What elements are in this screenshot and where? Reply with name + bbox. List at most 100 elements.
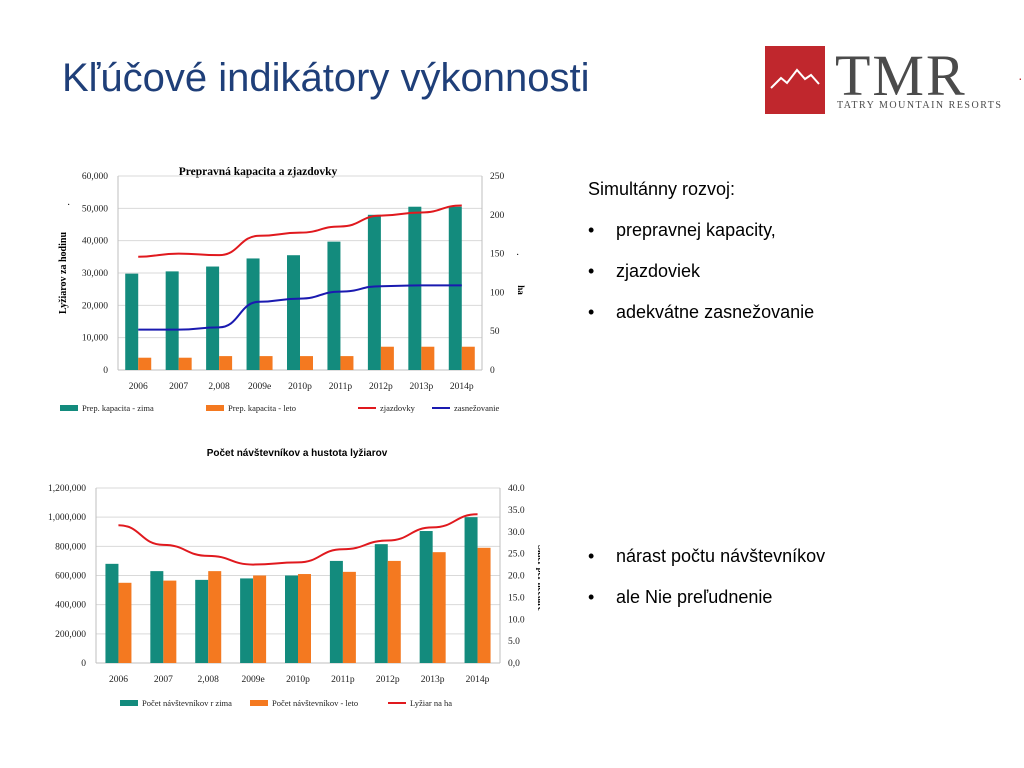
bullet-item: • ale Nie preľudnenie — [588, 587, 773, 607]
y2-tick-label: 0,0 — [508, 659, 520, 669]
y2-tick-label: 35.0 — [508, 506, 525, 516]
y2-axis-label: Skier per hectare — [536, 545, 540, 611]
bullet-list-bottom: • nárast počtu návštevníkov • ale Nie preľ… — [588, 545, 825, 627]
y-axis-label: Lyžiarov za hodinu — [58, 232, 69, 314]
y2-tick-label: 40.0 — [508, 484, 525, 494]
bullet-dot-icon: • — [588, 546, 595, 566]
bar-summer — [387, 560, 401, 663]
bullet-dot-icon: • — [588, 302, 595, 322]
slide-title: Kľúčové indikátory výkonnosti — [62, 56, 590, 100]
bar-summer — [432, 552, 446, 663]
x-tick-label: 2012p — [369, 382, 393, 392]
y-tick-label: 0 — [81, 659, 86, 669]
bar-summer — [342, 571, 356, 663]
y-tick-label: 600,000 — [55, 572, 86, 582]
y2-tick-label: 5.0 — [508, 637, 520, 647]
y2-tick-label: 0 — [490, 366, 495, 376]
y-tick-label: 1,200,000 — [48, 484, 86, 494]
series-line — [138, 204, 462, 258]
bar-winter — [105, 563, 119, 663]
bar-summer — [340, 356, 354, 370]
bullet-item: • nárast počtu návštevníkov — [588, 546, 826, 566]
x-tick-label: 2007 — [154, 675, 173, 685]
bullet-dot-icon: • — [588, 220, 595, 240]
series-line — [118, 513, 478, 566]
bar-summer — [300, 356, 313, 370]
x-tick-label: 2014p — [450, 382, 474, 392]
bar-summer — [219, 356, 233, 370]
x-tick-label: 2010p — [286, 675, 310, 685]
x-tick-label: 2014p — [466, 675, 490, 685]
legend-label: zjazdovky — [380, 403, 416, 413]
x-tick-label: 2012p — [376, 675, 400, 685]
y-tick-label: 20,000 — [82, 301, 108, 311]
x-tick-label: 2006 — [109, 675, 128, 685]
x-tick-label: 2011p — [329, 382, 353, 392]
y-tick-label: 1,000,000 — [48, 513, 86, 523]
series-line — [138, 284, 462, 331]
bar-winter — [329, 560, 343, 663]
x-tick-label: 2,008 — [198, 675, 220, 685]
bar-summer — [477, 547, 491, 663]
bar-summer — [118, 582, 132, 663]
bar-winter — [367, 214, 381, 370]
bullet-item: • prepravnej kapacity, — [588, 220, 776, 240]
y-tick-label: 50,000 — [82, 204, 108, 214]
y2-tick-label: 200 — [490, 211, 505, 221]
y2-tick-label: 150 — [490, 250, 505, 260]
x-tick-label: 2013p — [409, 382, 433, 392]
bar-winter — [125, 273, 139, 370]
logo-subtitle: TATRY MOUNTAIN RESORTS — [837, 100, 1003, 111]
y2-tick-label: 20.0 — [508, 572, 525, 582]
bullet-dot-icon: • — [588, 261, 595, 281]
x-tick-label: 2009e — [242, 675, 265, 685]
y2-label-mark: · — [516, 250, 519, 261]
bar-winter — [374, 544, 388, 663]
visitors-chart: Počet návštevníkov a hustota lyžiarov 0 20… — [48, 448, 540, 708]
legend-swatch — [250, 700, 268, 706]
legend-label: Lyžiar na ha — [410, 698, 452, 708]
y-tick-label: 30,000 — [82, 269, 108, 279]
y2-axis-label: ha — [516, 285, 526, 295]
y2-tick-label: 25.0 — [508, 550, 525, 560]
edge-mark: · — [1018, 70, 1023, 86]
x-tick-label: 2007 — [169, 382, 188, 392]
x-tick-label: 2011p — [331, 675, 355, 685]
y-tick-label: 10,000 — [82, 334, 108, 344]
capacity-chart: Prepravná kapacita a zjazdovky 0 10,000 20,… — [58, 166, 526, 413]
x-tick-label: 2,008 — [208, 382, 230, 392]
y2-tick-label: 50 — [490, 327, 500, 337]
mountain-logo-icon — [765, 46, 825, 114]
bar-winter — [150, 571, 164, 663]
y2-tick-label: 30.0 — [508, 528, 525, 538]
bar-summer — [298, 574, 311, 663]
bullet-item: • adekvátne zasnežovanie — [588, 302, 815, 322]
legend-label: Počet návštevníkov - leto — [272, 698, 358, 708]
y-tick-label: 800,000 — [55, 542, 86, 552]
bar-winter — [206, 266, 220, 370]
bar-winter — [285, 575, 298, 663]
y-label-mark: · — [67, 200, 70, 211]
bar-summer — [461, 346, 475, 370]
chart-title: Počet návštevníkov a hustota lyžiarov — [207, 448, 388, 459]
bar-summer — [253, 575, 267, 663]
y-tick-label: 0 — [103, 366, 108, 376]
bullet-dot-icon: • — [588, 587, 595, 607]
bar-winter — [287, 255, 300, 370]
bar-summer — [178, 357, 192, 370]
bullet-list-top: Simultánny rozvoj: • prepravnej kapacity,… — [588, 178, 814, 342]
bar-summer — [380, 346, 394, 370]
bar-summer — [163, 580, 177, 663]
x-tick-label: 2006 — [129, 382, 148, 392]
bar-summer — [259, 356, 273, 370]
bar-winter — [246, 258, 260, 370]
y-tick-label: 400,000 — [55, 601, 86, 611]
chart-title: Prepravná kapacita a zjazdovky — [179, 166, 338, 178]
legend-swatch — [60, 405, 78, 411]
bullet-heading: Simultánny rozvoj: — [588, 179, 736, 199]
tmr-logo: TMR TATRY MOUNTAIN RESORTS — [765, 46, 1001, 114]
y-tick-label: 200,000 — [55, 630, 86, 640]
bar-winter — [419, 531, 433, 663]
bar-winter — [448, 206, 462, 370]
legend-label: Počet návštevníkov r zima — [142, 698, 232, 708]
